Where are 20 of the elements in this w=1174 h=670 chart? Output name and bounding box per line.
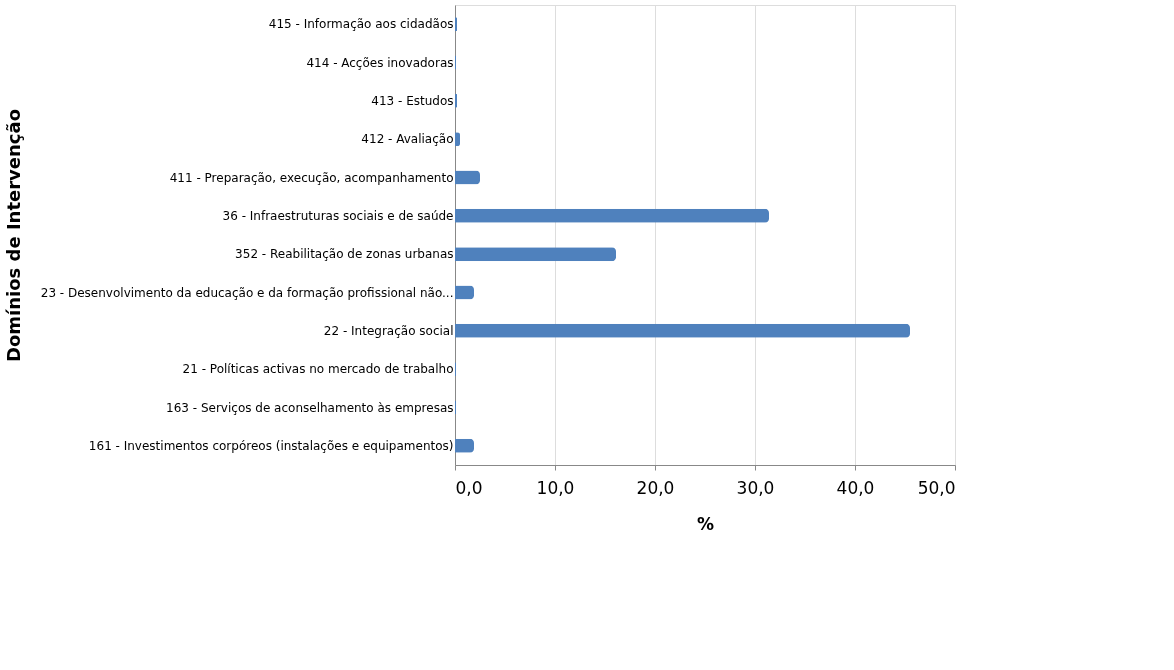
x-tick-label: 40,0	[836, 477, 875, 498]
y-tick-label: 414 - Acções inovadoras	[306, 55, 454, 70]
y-tick-label: 163 - Serviços de aconselhamento às empresas	[166, 400, 454, 415]
x-axis-title: %	[696, 513, 715, 534]
y-tick-label: 23 - Desenvolvimento da educação e da formação profissional não...	[40, 285, 454, 300]
y-axis-title: Domínios de Intervenção	[2, 108, 24, 363]
y-tick-label: 412 - Avaliação	[361, 132, 454, 147]
x-tick-label: 30,0	[736, 477, 775, 498]
y-tick-label: 352 - Reabilitação de zonas urbanas	[235, 247, 454, 262]
x-tick-label: 20,0	[636, 477, 675, 498]
y-tick-label: 161 - Investimentos corpóreos (instalações e equipamentos)	[88, 438, 454, 453]
y-tick-label: 21 - Políticas activas no mercado de trabalho	[182, 362, 454, 377]
y-tick-label: 411 - Preparação, execução, acompanhamento	[169, 170, 454, 185]
x-tick-label: 50,0	[917, 477, 956, 498]
y-tick-label: 415 - Informação aos cidadãos	[268, 17, 454, 32]
y-tick-label: 36 - Infraestruturas sociais e de saúde	[222, 208, 454, 223]
x-tick-label: 10,0	[536, 477, 575, 498]
y-tick-label: 22 - Integração social	[323, 323, 454, 338]
x-tick-label: 0,0	[455, 477, 483, 498]
y-tick-label: 413 - Estudos	[371, 93, 454, 108]
